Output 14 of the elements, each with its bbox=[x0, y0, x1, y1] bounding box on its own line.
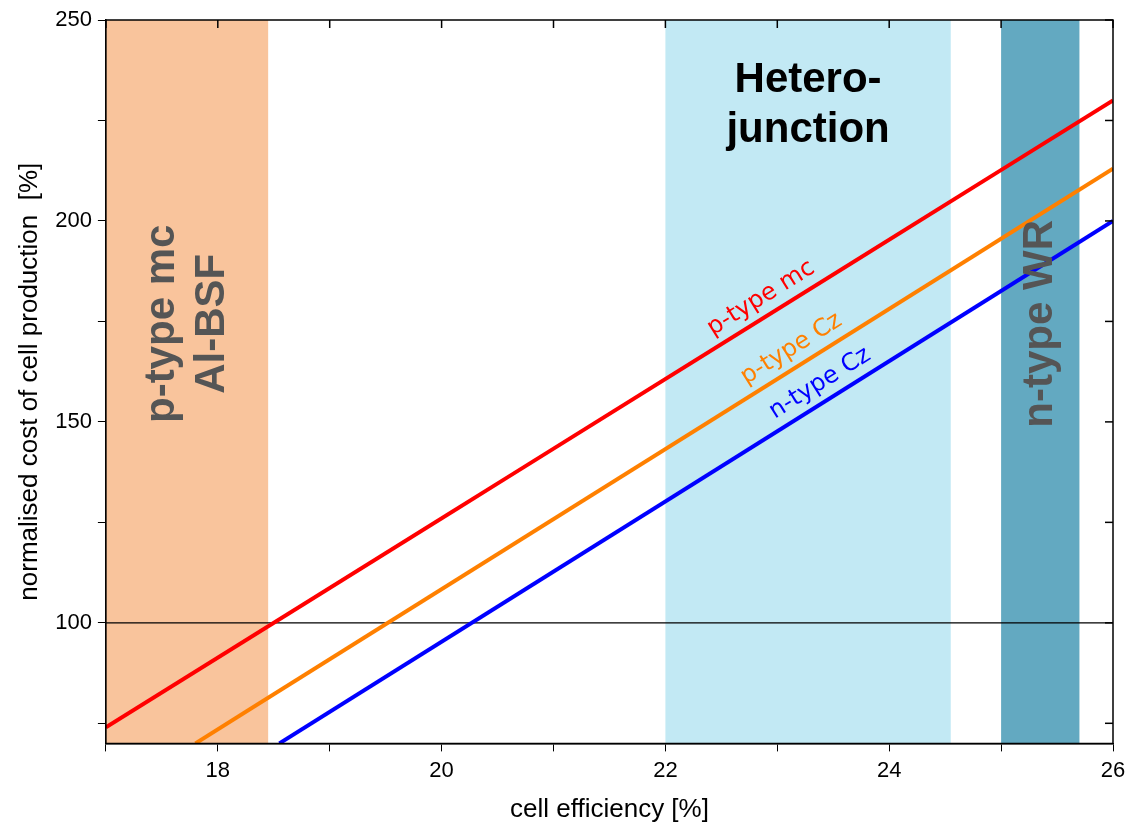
x-axis-title: cell efficiency [%] bbox=[509, 792, 709, 823]
y-tick-label: 200 bbox=[55, 207, 92, 233]
band-label: Hetero- junction bbox=[725, 53, 890, 151]
x-tick-label: 26 bbox=[1100, 756, 1126, 782]
x-tick-label: 20 bbox=[429, 756, 454, 782]
y-tick-label: 250 bbox=[55, 6, 92, 32]
band-label: n-type WR bbox=[1013, 220, 1061, 428]
x-tick-label: 22 bbox=[653, 756, 678, 782]
x-tick-label: 24 bbox=[876, 756, 902, 782]
x-tick-label: 18 bbox=[205, 756, 231, 782]
y-axis-title: normalised cost of cell production [%] bbox=[12, 162, 43, 601]
y-tick-label: 150 bbox=[55, 407, 92, 433]
y-tick-label: 100 bbox=[55, 608, 92, 634]
band-label: p-type mc Al-BSF bbox=[135, 224, 233, 424]
